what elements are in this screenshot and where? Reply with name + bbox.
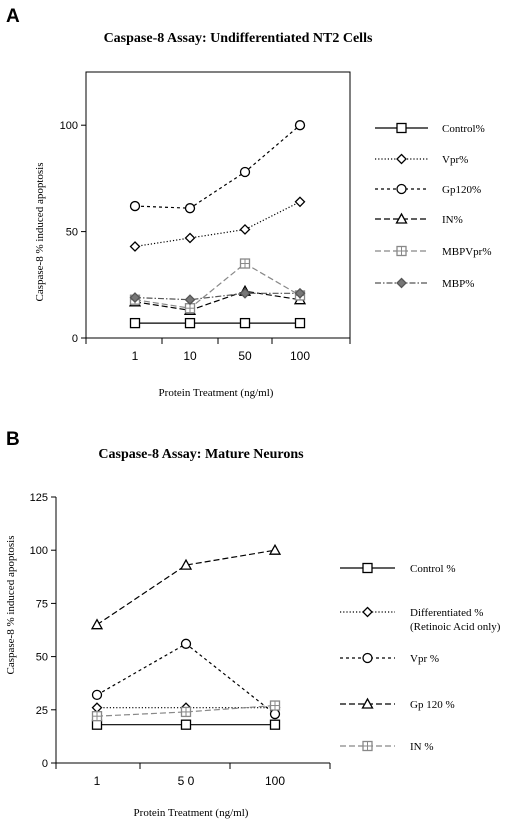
data-point-s2-2 — [184, 232, 196, 244]
series-line-4 — [96, 549, 276, 626]
legend-label-4: Gp 120 % — [410, 699, 455, 711]
data-point-s4-3 — [268, 543, 282, 555]
y-tick-label: 0 — [42, 758, 48, 770]
data-point-s3-2 — [180, 638, 192, 649]
x-tick-label: 5 0 — [178, 774, 195, 788]
data-point-s3-1 — [129, 200, 141, 212]
data-point-s3-1 — [91, 689, 103, 701]
x-axis-label-b: Protein Treatment (ng/ml) — [134, 807, 249, 819]
y-axis-label-a: Caspase-8 % induced apoptosis — [34, 163, 46, 302]
y-tick-label: 0 — [72, 333, 78, 345]
x-tick-label: 50 — [238, 349, 252, 363]
y-tick-label: 100 — [30, 545, 48, 557]
data-point-s5-2 — [180, 706, 192, 718]
data-point-s2-1 — [129, 241, 141, 252]
y-tick-label: 50 — [36, 652, 48, 664]
data-point-s6-4 — [294, 287, 306, 299]
y-tick-label: 75 — [36, 598, 48, 610]
series-line-4 — [134, 290, 301, 311]
plot-frame-a — [85, 71, 351, 339]
data-point-s1-1 — [91, 719, 103, 730]
legend-marker-4 — [361, 697, 374, 709]
panel-b: B Caspase-8 Assay: Mature Neurons Caspas… — [5, 429, 501, 819]
data-point-s2-4 — [294, 196, 306, 208]
data-point-s3-4 — [294, 120, 306, 131]
plot-area-b: 0 25 50 75 100 125 1 5 0 100 — [30, 492, 331, 788]
legend-marker-3 — [396, 183, 407, 195]
legend-marker-3 — [362, 652, 373, 664]
legend-marker-1 — [362, 562, 373, 574]
data-point-s2-3 — [239, 224, 251, 235]
series-line-5 — [96, 704, 276, 717]
y-tick-label: 100 — [60, 120, 78, 132]
data-point-s1-3 — [239, 317, 251, 329]
legend-marker-1 — [396, 122, 407, 134]
y-tick-label: 125 — [30, 492, 48, 504]
legend-marker-5 — [396, 245, 407, 257]
series-line-6 — [134, 292, 300, 301]
data-point-s6-1 — [129, 292, 141, 303]
legend-label-6: MBP% — [442, 278, 474, 290]
legend-label-2: Vpr% — [442, 154, 468, 166]
x-axis-label-a: Protein Treatment (ng/ml) — [159, 387, 274, 399]
series-line-2 — [134, 201, 301, 248]
x-tick-label: 100 — [290, 349, 310, 363]
data-point-s5-1 — [91, 711, 103, 722]
y-tick-label: 50 — [66, 227, 78, 239]
series-line-5 — [134, 262, 301, 309]
y-axis-label-b: Caspase-8 % induced apoptosis — [5, 536, 17, 675]
x-tick-label: 1 — [132, 349, 139, 363]
legend-marker-5 — [362, 740, 373, 752]
legend-marker-2 — [362, 606, 373, 618]
panel-a: A Caspase-8 Assay: Undifferentiated NT2 … — [6, 6, 492, 399]
series-line-3 — [134, 124, 301, 209]
legend-b: Control % Differentiated % (Retinoic Acid … — [340, 562, 501, 753]
y-tick-label: 25 — [36, 705, 48, 717]
legend-marker-6 — [396, 277, 407, 289]
data-point-s1-2 — [184, 317, 196, 329]
data-point-s5-3 — [239, 258, 251, 269]
data-point-s3-3 — [269, 708, 281, 720]
panel-letter-a: A — [6, 6, 20, 27]
data-point-s5-3 — [269, 700, 281, 711]
data-point-s4-2 — [179, 558, 193, 570]
data-point-s3-3 — [239, 166, 251, 178]
data-point-s6-3 — [239, 287, 251, 299]
x-tick-label: 10 — [183, 349, 197, 363]
data-point-s1-4 — [294, 317, 306, 329]
legend-label-3: Vpr % — [410, 653, 439, 665]
legend-label-5: MBPVpr% — [442, 246, 492, 258]
data-point-s6-2 — [184, 294, 196, 306]
plot-area-a: 0 50 100 1 10 50 100 — [60, 120, 351, 363]
legend-label-1: Control % — [410, 563, 456, 575]
legend-marker-4 — [395, 212, 408, 224]
panel-letter-b: B — [6, 429, 20, 450]
chart-title-b: Caspase-8 Assay: Mature Neurons — [98, 447, 304, 462]
legend-sublabel-2: (Retinoic Acid only) — [410, 621, 501, 633]
data-point-s2-1 — [91, 702, 103, 714]
data-point-s3-2 — [184, 203, 196, 214]
data-point-s1-2 — [180, 719, 192, 730]
data-point-s4-1 — [90, 618, 104, 630]
x-tick-label: 1 — [94, 774, 101, 788]
legend-a: Control% Vpr% Gp120% IN% MBPVpr% MBP% — [375, 122, 492, 290]
legend-marker-2 — [396, 153, 407, 165]
data-point-s1-3 — [269, 719, 281, 730]
legend-label-3: Gp120% — [442, 184, 481, 196]
legend-label-4: IN% — [442, 214, 463, 226]
data-point-s1-1 — [129, 317, 141, 329]
legend-label-5: IN % — [410, 741, 434, 753]
legend-label-1: Control% — [442, 123, 485, 135]
chart-title-a: Caspase-8 Assay: Undifferentiated NT2 Ce… — [104, 31, 373, 46]
x-tick-label: 100 — [265, 774, 285, 788]
legend-label-2: Differentiated % — [410, 607, 483, 619]
